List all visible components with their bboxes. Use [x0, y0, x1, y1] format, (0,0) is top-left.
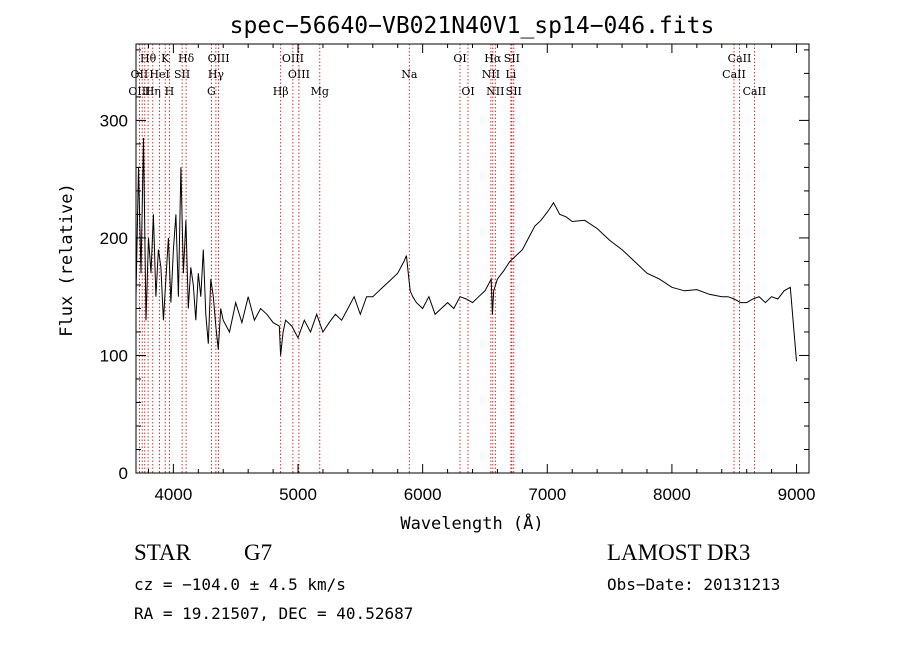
spectral-line-label: Hα — [484, 52, 502, 65]
spectral-line-label: NII — [482, 68, 500, 81]
spectral-line-label: Hβ — [273, 85, 289, 98]
y-tick-label: 200 — [100, 229, 128, 248]
spectral-line-label: SII — [504, 52, 520, 65]
y-tick-label: 0 — [119, 464, 128, 483]
spectral-line-label: Hδ — [178, 52, 195, 65]
spectral-line-label: HeI — [149, 68, 169, 81]
x-tick-label: 7000 — [528, 485, 566, 504]
spectral-line-label: Hγ — [208, 68, 225, 81]
y-tick-label: 300 — [100, 111, 128, 130]
observation-date: Obs−Date: 20131213 — [607, 575, 781, 594]
plot-frame — [135, 43, 810, 474]
redshift-cz: cz = −104.0 ± 4.5 km/s — [134, 575, 346, 594]
coordinates: RA = 19.21507, DEC = 40.52687 — [134, 604, 414, 623]
spectral-line-label: SII — [174, 68, 190, 81]
spectral-line-markers — [138, 44, 755, 473]
spectral-line-label: OIII — [128, 85, 150, 98]
x-axis-ticks: 4000 5000 6000 7000 8000 9000 — [147, 44, 816, 504]
spectral-line-label: Hη — [145, 85, 161, 98]
spectral-line-label: H — [165, 85, 175, 98]
y-tick-label: 100 — [100, 346, 128, 365]
x-tick-label: 5000 — [279, 485, 317, 504]
spectral-line-label: CaII — [728, 52, 752, 65]
spectral-line-label: OIII — [282, 52, 304, 65]
survey-name: LAMOST DR3 — [607, 540, 751, 565]
spectral-line-label: OIII — [288, 68, 310, 81]
spectral-line-label: OI — [461, 85, 474, 98]
spectral-line-label: OIII — [208, 52, 230, 65]
spectral-line-label: CaII — [722, 68, 746, 81]
spectrum-line — [135, 137, 797, 362]
y-axis-ticks: 0 100 200 300 — [100, 49, 809, 483]
x-tick-label: 8000 — [653, 485, 691, 504]
x-tick-label: 4000 — [154, 485, 192, 504]
y-axis-label: Flux (relative) — [57, 183, 77, 337]
x-tick-label: 9000 — [778, 485, 816, 504]
spectral-line-label: G — [207, 85, 216, 98]
spectral-line-label: OI — [453, 52, 466, 65]
spectral-line-label: OII — [131, 68, 149, 81]
chart-title: spec−56640−VB021N40V1_sp14−046.fits — [230, 13, 715, 39]
spectral-line-label: CaII — [743, 85, 767, 98]
spectral-line-label: K — [161, 52, 170, 65]
spectral-line-label: Li — [505, 68, 516, 81]
x-axis-label: Wavelength (Å) — [400, 512, 543, 534]
x-tick-label: 6000 — [404, 485, 442, 504]
spectral-line-label: Mg — [311, 85, 329, 98]
spectral-line-label: SII — [506, 85, 522, 98]
spectral-line-label: Na — [401, 68, 418, 81]
subclass: G7 — [244, 540, 273, 565]
object-class: STAR — [134, 540, 191, 565]
spectral-line-label: Hθ — [140, 52, 157, 65]
spectral-line-label: NII — [486, 85, 504, 98]
